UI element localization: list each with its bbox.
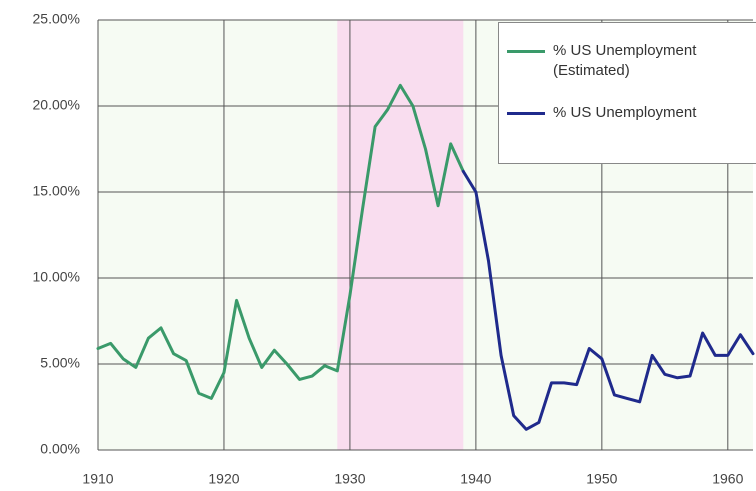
series-line <box>461 169 755 431</box>
legend-label: % US Unemployment <box>553 104 697 121</box>
x-tick-label: 1950 <box>586 471 617 487</box>
y-tick-label: 10.00% <box>33 269 80 285</box>
y-tick-label: 20.00% <box>33 97 80 113</box>
y-tick-label: 15.00% <box>33 183 80 199</box>
y-tick-label: 0.00% <box>40 441 80 457</box>
legend-swatch <box>507 50 545 53</box>
legend-label: % US Unemployment (Estimated) <box>553 42 697 79</box>
x-tick-label: 1920 <box>208 471 239 487</box>
series-line <box>96 83 465 400</box>
x-tick-label: 1940 <box>460 471 491 487</box>
legend: % US Unemployment (Estimated) % US Unempl… <box>498 22 756 164</box>
y-tick-label: 25.00% <box>33 11 80 27</box>
x-tick-label: 1930 <box>334 471 365 487</box>
y-tick-label: 5.00% <box>40 355 80 371</box>
x-tick-label: 1960 <box>712 471 743 487</box>
x-tick-label: 1910 <box>82 471 113 487</box>
legend-entry: % US Unemployment (Estimated) <box>507 41 753 81</box>
legend-swatch <box>507 112 545 115</box>
legend-entry: % US Unemployment <box>507 103 753 123</box>
